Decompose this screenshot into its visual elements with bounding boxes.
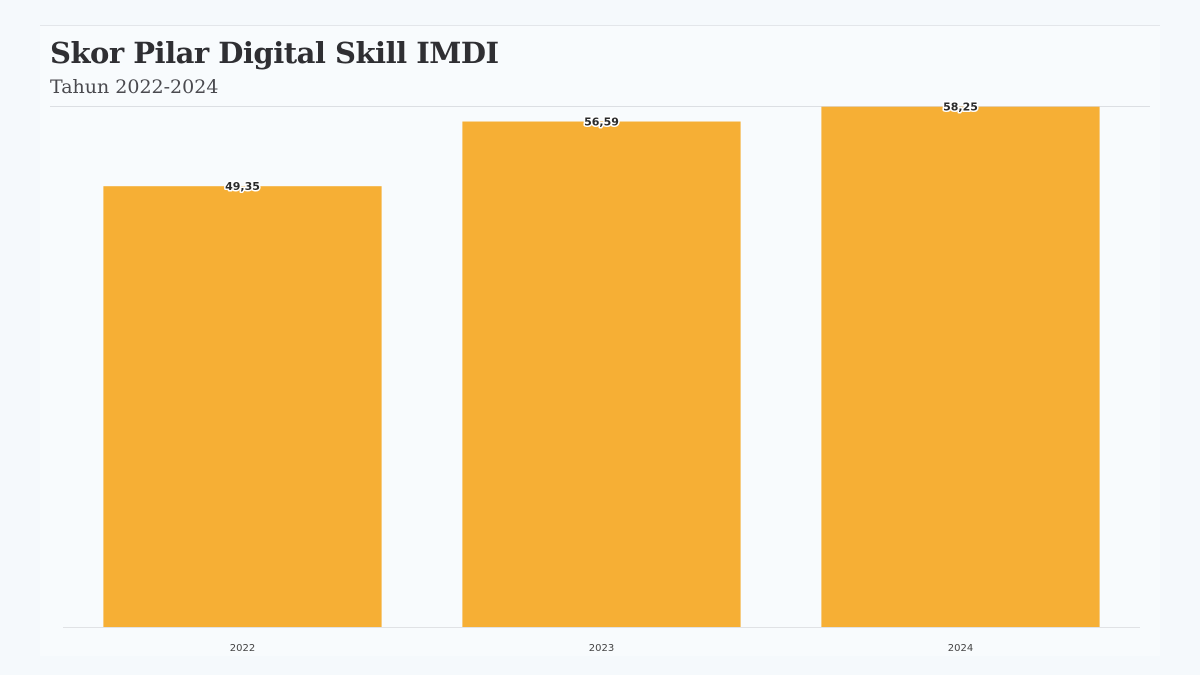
chart-subtitle: Tahun 2022-2024	[50, 76, 219, 98]
x-tick-label-2023: 2023	[589, 643, 614, 654]
bar-2023[interactable]	[462, 121, 741, 627]
chart-header: Skor Pilar Digital Skill IMDI Tahun 2022…	[50, 36, 1150, 107]
bar-value-label-2022: 49,35	[225, 180, 260, 193]
bar-value-label-2024: 58,25	[943, 101, 978, 114]
bar-2022[interactable]	[103, 186, 382, 627]
x-tick-label-2022: 2022	[230, 643, 255, 654]
x-tick-label-2024: 2024	[948, 643, 973, 654]
chart-title: Skor Pilar Digital Skill IMDI	[50, 36, 499, 70]
bar-2024[interactable]	[821, 106, 1100, 627]
bar-value-label-2023: 56,59	[584, 116, 619, 129]
